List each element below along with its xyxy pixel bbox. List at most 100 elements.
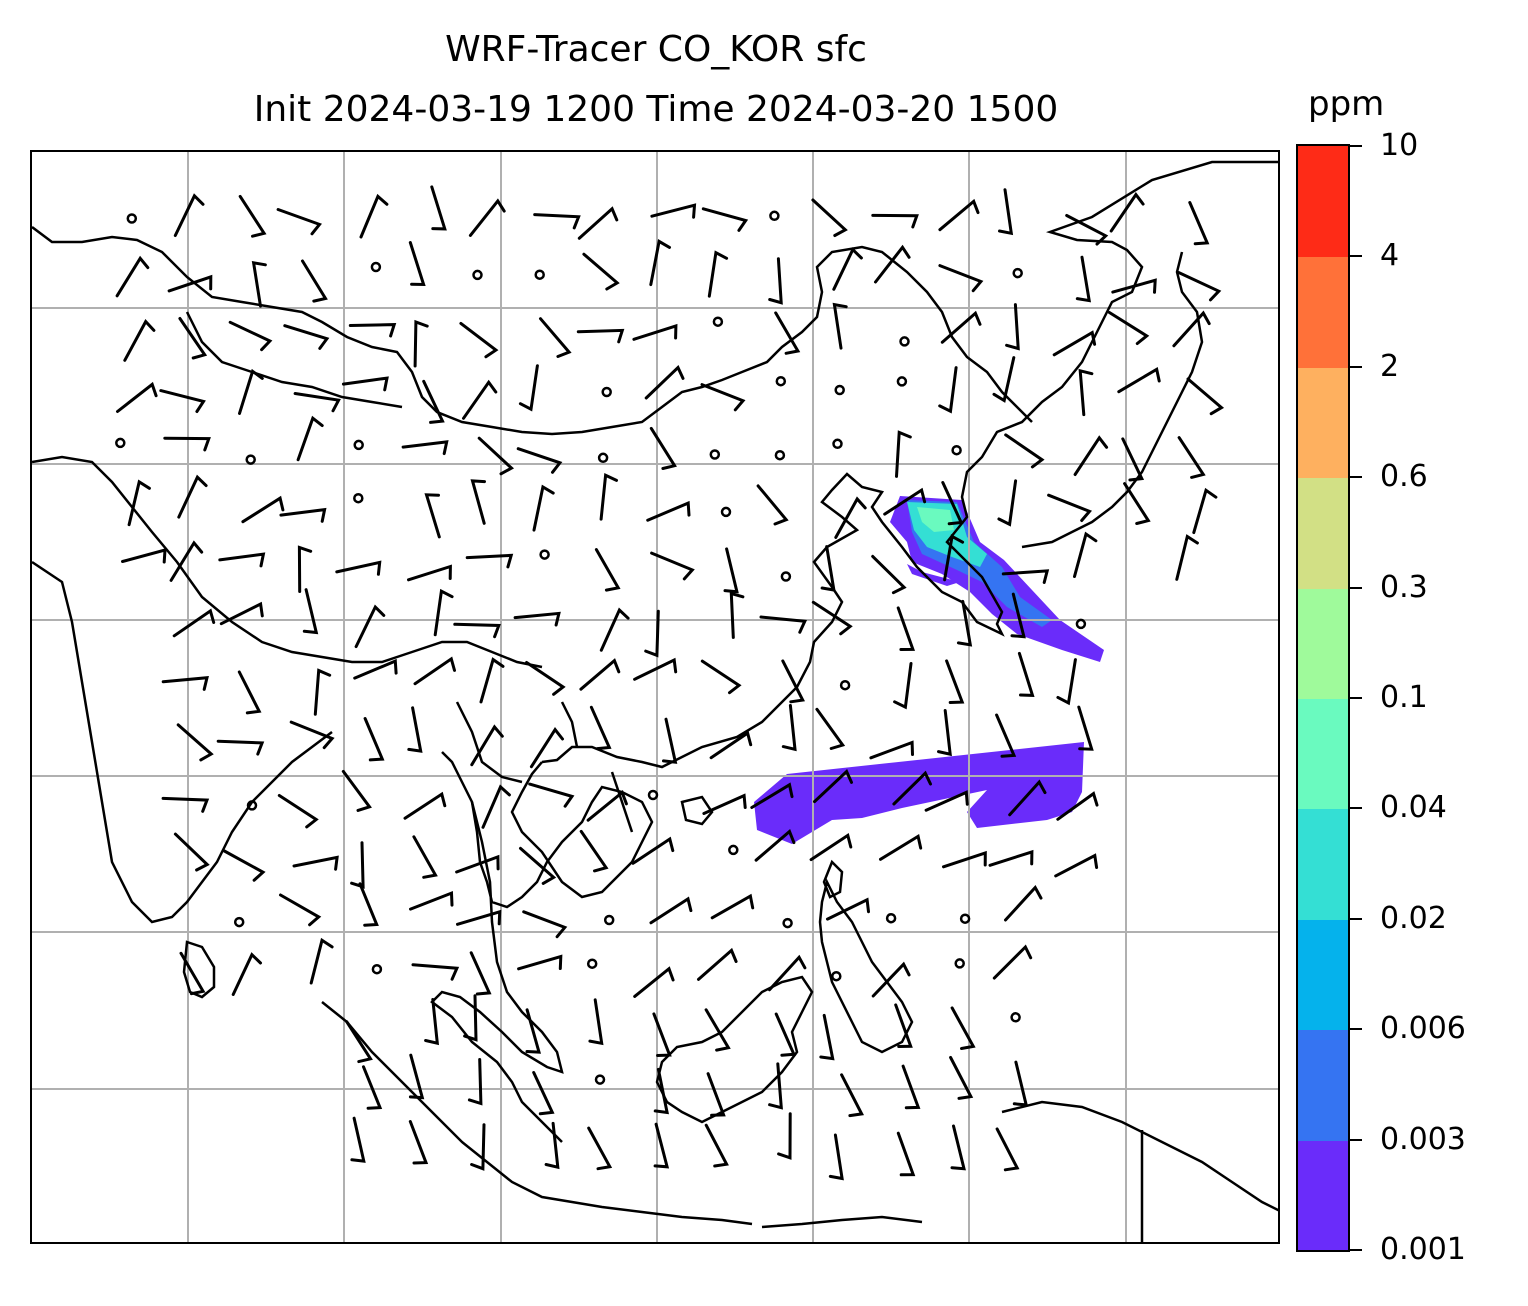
wind-barb <box>774 1012 797 1057</box>
wind-barb <box>348 323 397 338</box>
wind-barb <box>121 548 167 564</box>
wind-barb <box>938 366 958 414</box>
calm-wind-circle <box>775 375 787 387</box>
wind-barb <box>840 1073 864 1118</box>
colorbar-tick-label: 0.006 <box>1380 1011 1466 1047</box>
calm-wind-circle <box>603 914 615 926</box>
wind-barb <box>1111 278 1157 294</box>
wind-barb <box>709 730 753 760</box>
coast-east-asia <box>541 160 1278 769</box>
coast-hainan <box>680 795 714 826</box>
wind-barb <box>341 769 372 812</box>
wind-barb <box>413 656 456 686</box>
wind-barb <box>896 1131 916 1177</box>
colorbar-tick <box>1350 1138 1362 1141</box>
wind-barb <box>652 1012 672 1057</box>
wind-barb <box>871 554 907 595</box>
wind-barb <box>161 796 210 813</box>
wind-barb <box>173 193 205 237</box>
calm-wind-circle <box>728 844 739 856</box>
wind-barb <box>1005 303 1020 351</box>
calm-wind-circle <box>1010 1012 1021 1023</box>
calm-wind-circle <box>769 210 780 222</box>
wind-barb <box>644 364 685 400</box>
calm-wind-circle <box>647 789 659 801</box>
wind-barb <box>702 793 747 815</box>
wind-barb <box>662 717 678 764</box>
colorbar-tick-label: 10 <box>1380 128 1419 163</box>
wind-barb <box>163 436 211 452</box>
wind-barb <box>251 260 267 308</box>
wind-barb <box>768 257 783 305</box>
calm-wind-circle <box>353 439 364 451</box>
wind-barb <box>238 194 267 238</box>
wind-barb <box>995 1127 1020 1172</box>
wind-barb <box>516 447 563 474</box>
wind-barb <box>988 849 1034 867</box>
wind-barb <box>633 966 675 998</box>
calm-wind-circle <box>246 800 258 811</box>
wind-barb <box>599 607 630 652</box>
wind-barb <box>354 604 386 649</box>
wind-barb <box>350 841 365 889</box>
wind-barb <box>577 206 619 240</box>
wind-barb <box>871 213 919 229</box>
wind-barb <box>159 389 206 413</box>
wind-barb <box>650 203 697 219</box>
wind-barb <box>470 724 504 767</box>
wind-barb <box>424 493 441 539</box>
wind-barb <box>579 829 609 873</box>
wind-barb <box>363 717 385 762</box>
calm-wind-circle <box>899 336 910 347</box>
border-north-asia <box>32 226 1033 436</box>
wind-barb <box>892 770 932 806</box>
calm-wind-circle <box>353 492 364 504</box>
plume-low-southern <box>754 742 1084 844</box>
map-gridlines <box>32 152 1278 1242</box>
wind-barb <box>781 704 797 752</box>
wind-barb <box>650 551 695 581</box>
wind-barb <box>1010 592 1026 639</box>
wind-barb <box>455 854 500 874</box>
wind-barb <box>942 850 987 869</box>
wind-barb <box>706 1072 726 1117</box>
wind-barb <box>895 430 912 478</box>
wind-barb <box>430 185 447 231</box>
border-himalaya <box>32 455 543 669</box>
wind-barb <box>1075 255 1092 303</box>
wind-barb <box>231 952 262 996</box>
colorbar-unit: ppm <box>1308 84 1385 124</box>
wind-barb <box>576 328 625 344</box>
colorbar-tick <box>1350 365 1362 368</box>
wind-barb <box>1121 437 1145 482</box>
wind-barb <box>468 198 506 237</box>
colorbar-segment <box>1298 918 1348 1031</box>
calm-wind-circle <box>720 506 732 518</box>
wind-barb <box>588 998 604 1046</box>
wind-barb <box>302 588 319 635</box>
wind-barb <box>949 1056 974 1100</box>
wind-barb <box>768 954 807 992</box>
wind-barb <box>525 661 566 696</box>
calm-wind-circle <box>597 452 609 464</box>
map-panel <box>30 150 1280 1244</box>
wind-barb <box>937 709 952 757</box>
wind-barb <box>924 790 969 812</box>
wind-barb <box>1177 436 1206 479</box>
wind-barb <box>167 274 213 293</box>
coast-malay <box>430 801 564 1143</box>
wind-barb <box>115 255 150 298</box>
colorbar <box>1296 144 1350 1252</box>
coast-sumatra <box>321 1001 753 1226</box>
colorbar-tick <box>1350 1028 1362 1031</box>
wind-barb <box>177 474 208 519</box>
wind-barb <box>997 479 1018 527</box>
wind-barb <box>179 951 206 996</box>
wind-barb <box>359 193 389 239</box>
wind-barb <box>1188 201 1210 246</box>
wind-barb <box>950 1006 976 1050</box>
colorbar-tick <box>1350 145 1362 147</box>
wind-barb <box>834 496 867 539</box>
wind-barb <box>1052 330 1097 357</box>
wind-barb <box>1177 271 1222 302</box>
